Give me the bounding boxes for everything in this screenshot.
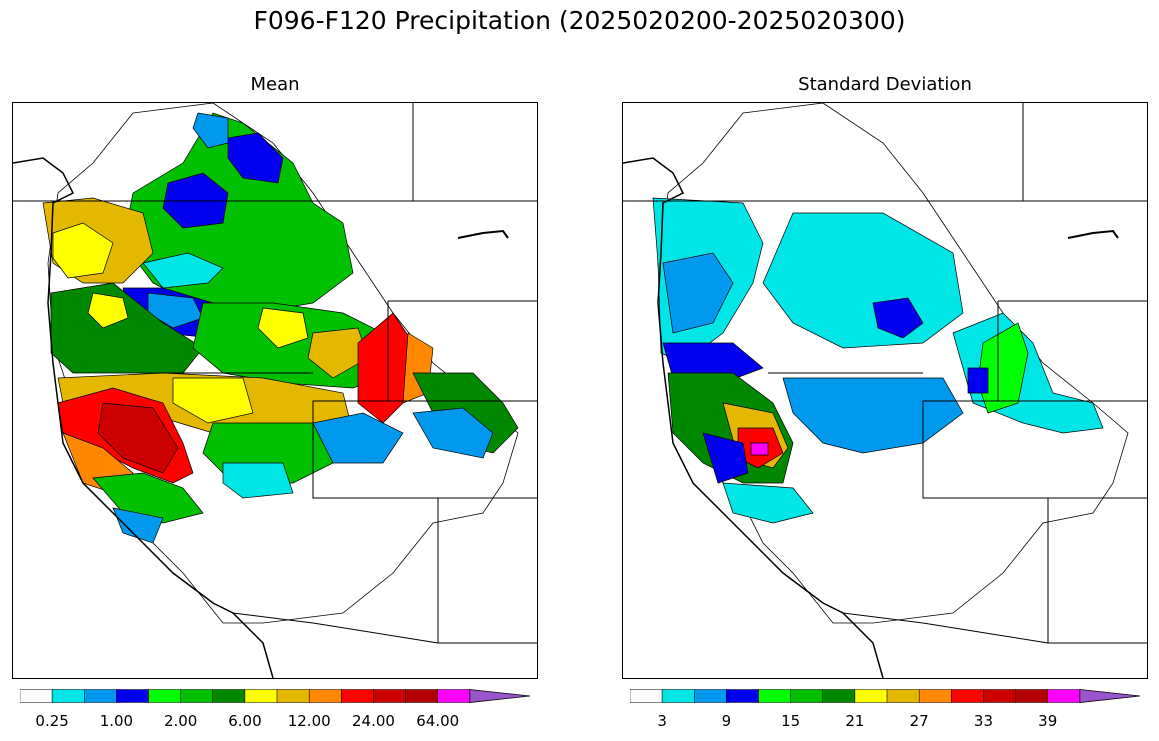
region-skyblue-mid <box>147 292 204 329</box>
region-skyblue-basin <box>312 412 404 464</box>
std-colorbar <box>630 689 1140 703</box>
colorbar-extend-arrow <box>1079 689 1140 703</box>
region-blue-central <box>872 297 924 339</box>
colorbar-tick-label: 15 <box>781 712 801 730</box>
colorbar-tick-label: 0.25 <box>35 712 69 730</box>
region-yellow-oregon <box>87 292 129 329</box>
colorbar-segment <box>308 689 342 703</box>
coastline <box>13 157 274 678</box>
state-borders <box>623 103 1147 644</box>
mean-panel-title: Mean <box>250 74 300 95</box>
colorbar-extend-arrow <box>469 689 530 703</box>
colorbar-tick-label: 21 <box>845 712 865 730</box>
colorbar-segment <box>918 689 952 703</box>
colorbar-segment <box>84 689 117 703</box>
colorbar-tick-label: 1.00 <box>99 712 134 730</box>
colorbar-segment <box>790 689 824 703</box>
std-map <box>622 102 1148 679</box>
colorbar-segment <box>694 689 727 703</box>
colorbar-segment <box>212 689 246 703</box>
colorbar-segment <box>148 689 181 703</box>
colorbar-segment <box>341 689 374 703</box>
coastline <box>623 157 884 678</box>
colorbar-tick-label: 9 <box>721 712 732 730</box>
colorbar-tick-label: 64.00 <box>416 712 460 730</box>
colorbar-segment <box>661 689 695 703</box>
std-panel-title: Standard Deviation <box>798 74 972 95</box>
colorbar-segment <box>437 689 471 703</box>
colorbar-segment <box>244 689 278 703</box>
region-skyblue-east <box>412 407 494 459</box>
colorbar-segment <box>20 689 53 703</box>
colorbar-segment <box>951 689 984 703</box>
colorbar-segment <box>180 689 214 703</box>
region-yellow-central <box>257 307 309 349</box>
colorbar-segment <box>630 689 663 703</box>
region-skyblue-socal <box>112 507 164 544</box>
great-lake-segment <box>1067 229 1119 239</box>
mean-map <box>12 102 538 679</box>
colorbar-tick-label: 27 <box>909 712 929 730</box>
figure-title: F096-F120 Precipitation (2025020200-2025… <box>253 6 906 35</box>
region-skyblue-central <box>782 377 964 454</box>
colorbar-segment <box>983 689 1016 703</box>
colorbar-segment <box>822 689 856 703</box>
colorbar-tick-label: 12.00 <box>287 712 331 730</box>
great-lake-segment <box>457 229 509 239</box>
colorbar-tick-label: 2.00 <box>163 712 198 730</box>
mean-map-svg <box>13 103 537 678</box>
region-cyan-socal <box>722 482 814 524</box>
region-skyblue-north <box>192 112 229 149</box>
colorbar-segment <box>276 689 310 703</box>
colorbar-segment <box>726 689 759 703</box>
colorbar-segment <box>854 689 888 703</box>
colorbar-segment <box>405 689 438 703</box>
colorbar-tick-label: 6.00 <box>228 712 262 730</box>
region-skyblue-coast <box>662 252 734 334</box>
colorbar-tick-label: 3 <box>657 712 667 730</box>
colorbar-segment <box>758 689 791 703</box>
region-yellow-coast <box>52 222 114 279</box>
colorbar-tick-label: 33 <box>973 712 993 730</box>
colorbar-tick-label: 24.00 <box>351 712 395 730</box>
colorbar-segment <box>1015 689 1048 703</box>
mean-colorbar <box>20 689 530 703</box>
colorbar-segment <box>1047 689 1081 703</box>
region-orange-central <box>307 327 369 379</box>
colorbar-segment <box>886 689 920 703</box>
region-cyan-basin <box>222 462 294 499</box>
std-map-svg <box>623 103 1147 678</box>
region-yellow-basin <box>172 377 254 424</box>
region-cyan-mid <box>142 252 224 289</box>
state-borders <box>13 103 537 644</box>
region-darkred-california <box>97 402 179 474</box>
region-magenta-california <box>750 442 769 456</box>
colorbar-tick-label: 39 <box>1038 712 1058 730</box>
colorbar-segment <box>51 689 85 703</box>
colorbar-segment <box>373 689 406 703</box>
region-blue-california <box>702 432 749 484</box>
region-blue-northeast <box>227 132 284 184</box>
colorbar-segment <box>116 689 149 703</box>
region-blue-east <box>967 367 989 394</box>
